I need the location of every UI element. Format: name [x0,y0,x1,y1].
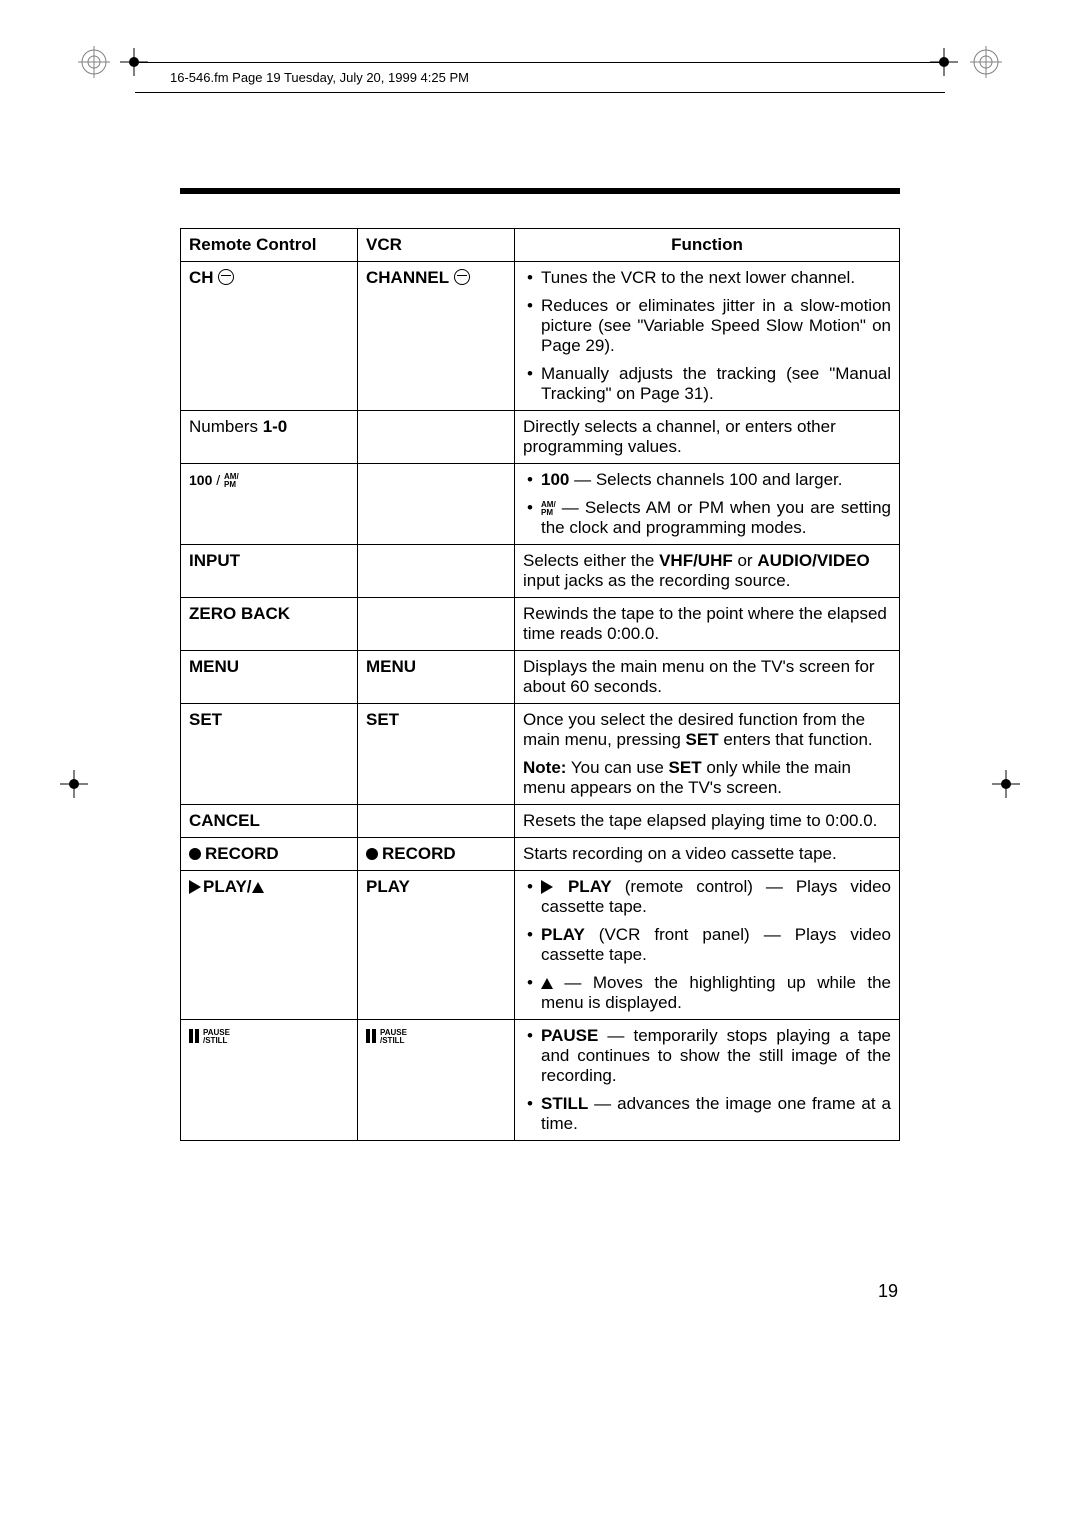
cell-input-fn: Selects either the VHF/UHF or AUDIO/VIDE… [515,545,900,598]
row-menu: MENU MENU Displays the main menu on the … [181,651,900,704]
page-number: 19 [878,1281,898,1302]
ampm-icon: AM/PM [541,501,556,517]
ch-fn-1: Tunes the VCR to the next lower channel. [541,268,891,288]
lbl-100: 100 [189,472,212,488]
header-rule-bottom [135,92,945,93]
cell-rec-rc: RECORD [181,838,358,871]
cell-set-vcr: SET [358,704,515,805]
cell-zb-vcr [358,598,515,651]
pause-fn-2: STILL — advances the image one frame at … [541,1094,891,1134]
ampm-icon: AM/PM [224,473,239,489]
ch-label: CH [189,268,214,287]
ch-fn-2: Reduces or eliminates jitter in a slow-m… [541,296,891,356]
row-numbers: Numbers 1-0 Directly selects a channel, … [181,411,900,464]
up-icon [252,882,264,893]
minus-icon [454,269,470,285]
cell-100-vcr [358,464,515,545]
lbl-slash: / [212,472,224,488]
cell-input-rc: INPUT [181,545,358,598]
minus-icon [218,269,234,285]
cell-rec-vcr: RECORD [358,838,515,871]
function-table: Remote Control VCR Function CH CHANNEL T… [180,228,900,1141]
cell-cancel-fn: Resets the tape elapsed playing time to … [515,805,900,838]
cell-menu-rc: MENU [181,651,358,704]
record-icon [366,848,378,860]
reg-mark-br-off [992,1490,1020,1518]
pause-label: PAUSE/STILL [380,1029,407,1045]
reg-mark-mr [992,770,1020,798]
pause-icon [189,1028,201,1048]
ch-fn-3: Manually adjusts the tracking (see "Manu… [541,364,891,404]
play-fn-2: PLAY (VCR front panel) — Plays video cas… [541,925,891,965]
reg-mark-ml [60,770,88,798]
cell-numbers-rc: Numbers 1-0 [181,411,358,464]
th-vcr: VCR [358,229,515,262]
play-fn-1: PLAY (remote control) — Plays video cass… [541,877,891,917]
cell-ch-vcr: CHANNEL [358,262,515,411]
cell-zb-rc: ZERO BACK [181,598,358,651]
record-icon [189,848,201,860]
row-zeroback: ZERO BACK Rewinds the tape to the point … [181,598,900,651]
table-head-row: Remote Control VCR Function [181,229,900,262]
cell-numbers-fn: Directly selects a channel, or enters ot… [515,411,900,464]
cell-pause-fn: PAUSE — temporarily stops playing a tape… [515,1020,900,1141]
crop-mark-tr [970,46,1002,78]
numbers-a: Numbers [189,417,263,436]
fn-100-1: 100 — Selects channels 100 and larger. [541,470,891,490]
cell-rec-fn: Starts recording on a video cassette tap… [515,838,900,871]
row-pause: PAUSE/STILL PAUSE/STILL PAUSE — temporar… [181,1020,900,1141]
row-record: RECORD RECORD Starts recording on a vide… [181,838,900,871]
fn-100-2: AM/PM — Selects AM or PM when you are se… [541,498,891,538]
cell-set-rc: SET [181,704,358,805]
cell-cancel-vcr [358,805,515,838]
cell-pause-rc: PAUSE/STILL [181,1020,358,1141]
numbers-b: 1-0 [263,417,288,436]
cell-set-fn: Once you select the desired function fro… [515,704,900,805]
play-icon [189,880,201,894]
row-100: 100 / AM/PM 100 — Selects channels 100 a… [181,464,900,545]
row-cancel: CANCEL Resets the tape elapsed playing t… [181,805,900,838]
play-icon [541,880,553,894]
cell-menu-vcr: MENU [358,651,515,704]
cell-play-fn: PLAY (remote control) — Plays video cass… [515,871,900,1020]
cell-cancel-rc: CANCEL [181,805,358,838]
th-remote: Remote Control [181,229,358,262]
crop-mark-tl [78,46,110,78]
cell-play-vcr: PLAY [358,871,515,1020]
up-icon [541,978,553,989]
row-play: PLAY/ PLAY PLAY (remote control) — Plays… [181,871,900,1020]
channel-label: CHANNEL [366,268,449,287]
pause-icon [366,1028,378,1048]
cell-play-rc: PLAY/ [181,871,358,1020]
reg-mark-bl-off [60,1500,88,1528]
row-set: SET SET Once you select the desired func… [181,704,900,805]
pause-label: PAUSE/STILL [203,1029,230,1045]
th-function: Function [515,229,900,262]
cell-menu-fn: Displays the main menu on the TV's scree… [515,651,900,704]
page-header-text: 16-546.fm Page 19 Tuesday, July 20, 1999… [170,70,469,85]
pause-fn-1: PAUSE — temporarily stops playing a tape… [541,1026,891,1086]
header-rule-top [135,62,945,63]
cell-numbers-vcr [358,411,515,464]
cell-ch-rc: CH [181,262,358,411]
cell-zb-fn: Rewinds the tape to the point where the … [515,598,900,651]
section-rule [180,188,900,194]
cell-100-fn: 100 — Selects channels 100 and larger. A… [515,464,900,545]
cell-100-rc: 100 / AM/PM [181,464,358,545]
cell-input-vcr [358,545,515,598]
cell-ch-fn: Tunes the VCR to the next lower channel.… [515,262,900,411]
row-ch: CH CHANNEL Tunes the VCR to the next low… [181,262,900,411]
row-input: INPUT Selects either the VHF/UHF or AUDI… [181,545,900,598]
play-fn-3: — Moves the highlighting up while the me… [541,973,891,1013]
cell-pause-vcr: PAUSE/STILL [358,1020,515,1141]
